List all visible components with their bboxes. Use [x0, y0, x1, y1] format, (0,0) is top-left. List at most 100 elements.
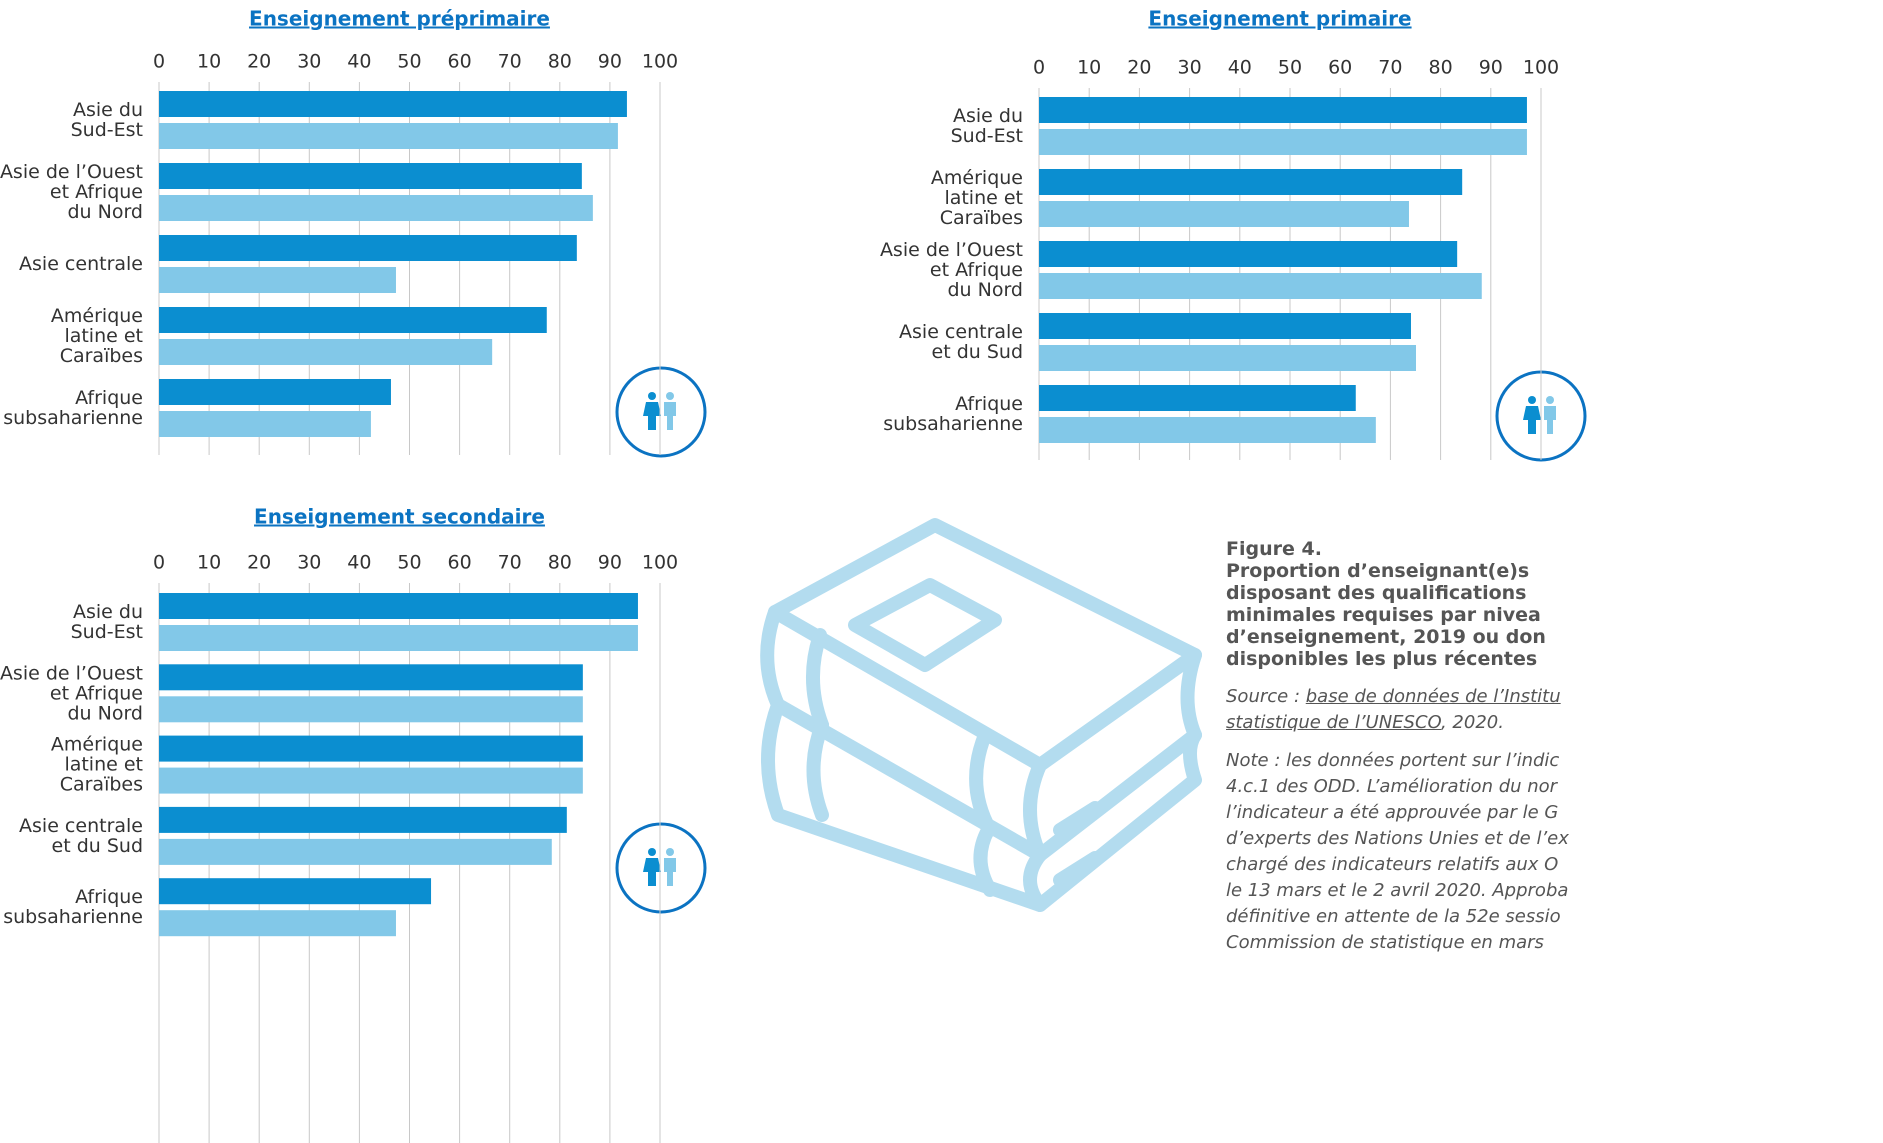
chart-title: Enseignement préprimaire [249, 7, 550, 31]
category-label: Asie de l’Ouest et Afrique du Nord [880, 239, 1023, 301]
books-illustration [760, 518, 1202, 912]
bar [159, 307, 547, 333]
category-label-line: du Nord [67, 702, 143, 724]
x-tick-label: 60 [448, 552, 472, 574]
category-label-line: Asie centrale [19, 814, 143, 836]
x-tick-label: 20 [247, 552, 271, 574]
x-tick-label: 60 [1328, 57, 1352, 79]
x-tick-label: 30 [1178, 57, 1202, 79]
x-tick-label: 10 [1077, 57, 1101, 79]
category-label-line: Caraïbes [940, 207, 1023, 229]
figure-title-line: d’enseignement, 2019 ou don [1226, 626, 1546, 648]
category-label: Asie centrale et du Sud [19, 814, 143, 856]
figure-source: Source : base de données de l’Institu st… [1226, 684, 1883, 736]
x-tick-label: 80 [1429, 57, 1453, 79]
category-label-line: Amérique [931, 167, 1023, 189]
x-tick-label: 20 [247, 51, 271, 73]
category-label: Asie centrale et du Sud [899, 321, 1023, 363]
category-label-line: et Afrique [50, 682, 143, 704]
figure-title-line: minimales requises par nivea [1226, 604, 1541, 626]
bar [1039, 345, 1417, 371]
bar [159, 735, 583, 762]
category-label-line: Sud-Est [71, 621, 143, 643]
source-link[interactable]: base de données de l’Institu [1305, 686, 1561, 707]
figure-caption: Figure 4. Proportion d’enseignant(e)s dis… [1226, 538, 1883, 956]
category-label-line: latine et [944, 187, 1023, 209]
bar [159, 696, 583, 723]
figure-title-line: Proportion d’enseignant(e)s [1226, 560, 1530, 582]
x-tick-label: 80 [548, 51, 572, 73]
chart-title: Enseignement primaire [1148, 7, 1411, 31]
category-label-line: et du Sud [52, 834, 143, 856]
category-label-line: latine et [64, 325, 143, 347]
bar [159, 91, 627, 117]
category-label-line: Asie de l’Ouest [880, 239, 1023, 261]
x-tick-label: 50 [397, 51, 421, 73]
bar [159, 267, 396, 293]
x-tick-label: 90 [598, 51, 622, 73]
category-label: Asie du Sud-Est [71, 99, 143, 141]
category-label-line: Caraïbes [60, 773, 143, 795]
x-tick-label: 80 [548, 552, 572, 574]
note-line: d’experts des Nations Unies et de l’ex [1226, 828, 1569, 849]
note-line: le 13 mars et le 2 avril 2020. Approba [1226, 880, 1569, 901]
category-label-line: Afrique [75, 387, 143, 409]
x-tick-label: 100 [642, 51, 678, 73]
bar [159, 664, 583, 691]
x-tick-label: 30 [297, 51, 321, 73]
bar [159, 593, 638, 619]
category-label: Asie centrale [19, 253, 143, 275]
x-tick-label: 0 [153, 552, 165, 574]
bar [159, 878, 432, 905]
bar [159, 625, 638, 651]
source-link[interactable]: statistique de l’UNESCO [1226, 712, 1441, 733]
bar [159, 411, 371, 437]
note-line: l’indicateur a été approuvée par le G [1226, 802, 1559, 823]
category-label-line: Asie du [953, 105, 1023, 127]
bar [1039, 417, 1376, 443]
category-label-line: et Afrique [930, 259, 1023, 281]
source-prefix: Source : [1226, 686, 1306, 707]
x-tick-label: 50 [1278, 57, 1302, 79]
bar [159, 195, 593, 221]
bar [159, 339, 493, 365]
bar [159, 123, 618, 149]
bar [1039, 313, 1411, 339]
category-label-line: Amérique [51, 733, 143, 755]
bar [1039, 97, 1527, 123]
x-tick-label: 30 [297, 552, 321, 574]
x-tick-label: 40 [1228, 57, 1252, 79]
bar [1039, 169, 1463, 195]
category-label-line: Caraïbes [60, 345, 143, 367]
gender-figures [643, 392, 1556, 886]
category-label-line: et Afrique [50, 181, 143, 203]
x-tick-label: 0 [1033, 57, 1045, 79]
category-label: Afrique subsaharienne [3, 387, 143, 429]
category-label-line: du Nord [947, 279, 1023, 301]
category-label: Asie du Sud-Est [951, 105, 1023, 147]
x-tick-label: 0 [153, 51, 165, 73]
x-tick-label: 40 [347, 552, 371, 574]
bar [1039, 241, 1458, 267]
note-line: Note : les données portent sur l’indic [1226, 750, 1560, 771]
category-label-line: du Nord [67, 201, 143, 223]
x-tick-label: 70 [498, 552, 522, 574]
figure-note: Note : les données portent sur l’indic 4.… [1226, 748, 1883, 956]
category-label: Afrique subsaharienne [3, 886, 143, 928]
x-tick-label: 90 [1479, 57, 1503, 79]
category-label-line: et du Sud [932, 341, 1023, 363]
figure-title-line: disposant des qualifications [1226, 582, 1527, 604]
category-label: Asie de l’Ouest et Afrique du Nord [0, 662, 143, 724]
category-label-line: Asie du [73, 601, 143, 623]
note-line: définitive en attente de la 52e sessio [1226, 906, 1561, 927]
category-label-line: Afrique [75, 886, 143, 908]
category-label: Asie de l’Ouest et Afrique du Nord [0, 161, 143, 223]
chart-title: Enseignement secondaire [254, 505, 545, 529]
category-label-line: subsaharienne [3, 906, 143, 928]
bar [159, 838, 552, 865]
category-label-line: latine et [64, 753, 143, 775]
bar [159, 235, 577, 261]
bar [159, 806, 567, 833]
